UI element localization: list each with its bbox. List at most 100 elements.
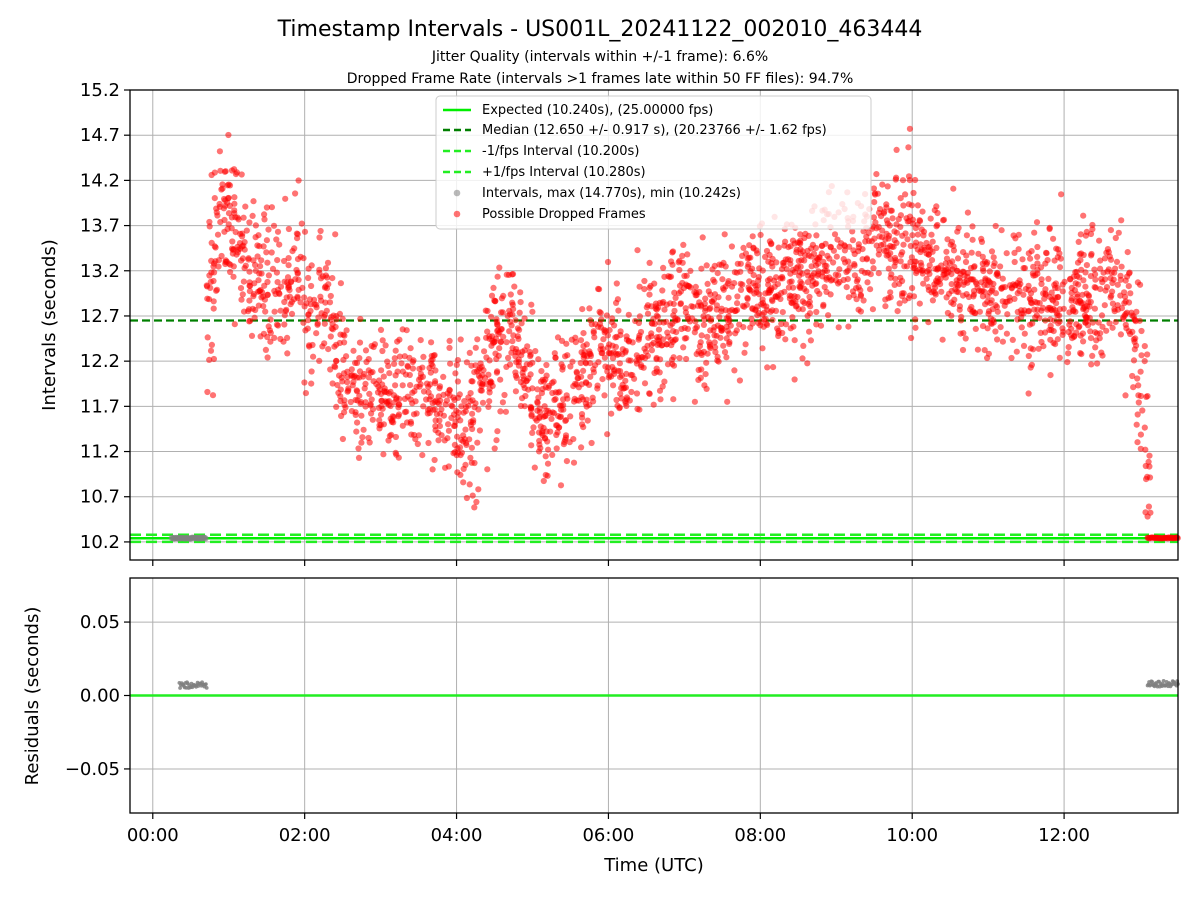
- dropped-frame-point: [723, 354, 730, 361]
- dropped-frame-point: [988, 248, 996, 255]
- dropped-frame-point: [878, 213, 885, 220]
- dropped-frame-point: [736, 377, 744, 384]
- dropped-frame-point: [286, 287, 293, 294]
- dropped-frame-point: [1043, 249, 1050, 256]
- legend-median: Median (12.650 +/- 0.917 s), (20.23766 +…: [482, 123, 827, 138]
- dropped-frame-point: [517, 289, 524, 296]
- dropped-frame-point: [648, 347, 656, 354]
- dropped-frame-point: [902, 191, 909, 198]
- dropped-frame-point: [622, 400, 629, 407]
- dropped-frame-point: [663, 341, 670, 348]
- dropped-frame-point: [524, 343, 531, 350]
- dropped-frame-point: [308, 262, 315, 269]
- dropped-frame-point: [252, 261, 259, 269]
- dropped-frame-point: [337, 393, 344, 400]
- dropped-frame-point: [661, 306, 668, 313]
- dropped-frame-point: [263, 249, 270, 256]
- dropped-frame-point: [360, 426, 367, 433]
- dropped-frame-point: [274, 257, 281, 264]
- dropped-frame-point: [1020, 342, 1028, 349]
- dropped-frame-point: [786, 295, 794, 302]
- dropped-frame-point: [749, 233, 756, 240]
- dropped-frame-point: [407, 382, 414, 389]
- dropped-frame-point: [285, 262, 292, 269]
- dropped-frame-point: [557, 482, 565, 489]
- dropped-frame-point: [912, 324, 919, 331]
- dropped-frame-point: [781, 288, 788, 295]
- dropped-frame-point: [883, 230, 890, 237]
- dropped-frame-point: [507, 291, 514, 298]
- dropped-frame-point: [336, 310, 343, 317]
- dropped-frame-point: [655, 326, 663, 333]
- dropped-frame-point: [745, 284, 752, 291]
- dropped-frame-point: [317, 275, 325, 282]
- dropped-frame-point: [772, 307, 780, 314]
- legend-dropped: Possible Dropped Frames: [482, 207, 646, 222]
- dropped-frame-point: [869, 306, 877, 313]
- dropped-frame-point: [889, 215, 896, 222]
- dropped-frame-point: [503, 339, 510, 346]
- dropped-frame-point: [1061, 278, 1068, 285]
- dropped-frame-point: [263, 204, 270, 211]
- dropped-frame-point: [339, 435, 346, 443]
- dropped-frame-point: [902, 230, 909, 237]
- dropped-frame-point: [683, 272, 690, 279]
- dropped-frame-point: [1047, 336, 1054, 343]
- dropped-frame-point: [341, 397, 348, 404]
- dropped-frame-point: [806, 293, 813, 300]
- dropped-frame-point: [317, 227, 324, 235]
- dropped-frame-point: [435, 429, 442, 436]
- dropped-frame-point: [352, 359, 359, 366]
- dropped-frame-point: [775, 244, 782, 251]
- dropped-frame-point: [749, 306, 756, 313]
- dropped-frame-point: [625, 311, 632, 318]
- dropped-frame-point: [944, 309, 952, 317]
- dropped-frame-point: [289, 248, 296, 255]
- dropped-frame-point: [208, 341, 215, 348]
- dropped-frame-point: [885, 265, 892, 272]
- dropped-frame-point: [543, 372, 550, 379]
- legend-expected: Expected (10.240s), (25.00000 fps): [482, 103, 713, 118]
- dropped-frame-point: [225, 131, 232, 139]
- dropped-frame-point: [661, 378, 668, 385]
- dropped-frame-point: [1087, 335, 1095, 342]
- dropped-frame-point: [264, 333, 271, 341]
- dropped-frame-point: [1134, 439, 1141, 446]
- dropped-frame-point: [1034, 243, 1041, 251]
- dropped-frame-point: [467, 454, 474, 461]
- dropped-frame-point: [1016, 277, 1023, 284]
- dropped-frame-point: [386, 370, 393, 377]
- dropped-frame-point: [509, 338, 516, 345]
- dropped-frame-point: [714, 270, 721, 277]
- dropped-frame-point: [703, 359, 710, 366]
- dropped-frame-point: [382, 342, 389, 349]
- dropped-frame-point: [357, 315, 364, 323]
- dropped-frame-point: [452, 418, 459, 426]
- dropped-frame-point: [1107, 294, 1114, 301]
- dropped-frame-point: [756, 291, 763, 298]
- dropped-frame-point: [454, 469, 461, 476]
- dropped-frame-point: [462, 403, 470, 410]
- dropped-frame-point: [601, 329, 608, 336]
- dropped-frame-point: [228, 167, 236, 174]
- dropped-frame-point: [715, 294, 722, 301]
- dropped-frame-point: [313, 330, 320, 337]
- dropped-frame-point: [879, 227, 886, 234]
- dropped-frame-point: [740, 244, 747, 251]
- dropped-frame-point: [1021, 265, 1028, 272]
- dropped-frame-point: [609, 355, 617, 362]
- dropped-frame-point: [988, 287, 995, 294]
- dropped-frame-point: [357, 400, 364, 407]
- dropped-frame-point: [1004, 311, 1011, 318]
- dropped-frame-point: [268, 204, 275, 211]
- dropped-frame-point: [392, 449, 399, 456]
- dropped-frame-point: [300, 319, 307, 326]
- dropped-frame-point: [845, 294, 853, 301]
- dropped-frame-point: [476, 365, 483, 372]
- dropped-frame-point: [469, 425, 476, 433]
- dropped-frame-point: [468, 378, 475, 385]
- dropped-frame-point: [875, 270, 882, 277]
- dropped-frame-point: [302, 327, 309, 334]
- dropped-frame-point: [909, 285, 916, 292]
- dropped-frame-point: [685, 282, 692, 289]
